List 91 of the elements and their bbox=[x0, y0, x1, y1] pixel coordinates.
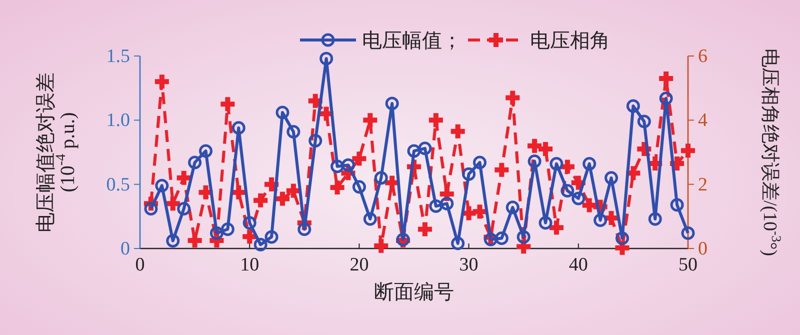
point bbox=[462, 167, 476, 181]
point bbox=[440, 196, 454, 210]
point bbox=[670, 198, 684, 212]
point bbox=[418, 222, 432, 236]
y2-tick-label: 2 bbox=[698, 174, 708, 196]
x-tick-label: 40 bbox=[568, 254, 588, 276]
x-tick-label: 20 bbox=[350, 254, 369, 276]
point bbox=[560, 184, 574, 198]
point bbox=[330, 180, 344, 195]
point bbox=[254, 193, 268, 208]
point bbox=[594, 214, 608, 228]
point bbox=[538, 216, 552, 230]
point bbox=[407, 144, 421, 158]
point bbox=[363, 212, 377, 226]
point bbox=[418, 142, 432, 156]
legend-label: 电压相角 bbox=[530, 30, 610, 52]
point bbox=[199, 144, 213, 158]
point bbox=[538, 142, 553, 156]
point bbox=[374, 171, 388, 185]
point bbox=[484, 232, 498, 246]
point bbox=[264, 230, 278, 244]
point bbox=[550, 157, 564, 171]
point bbox=[506, 90, 520, 105]
point bbox=[276, 106, 290, 120]
point bbox=[210, 226, 224, 240]
point bbox=[451, 236, 465, 250]
point bbox=[659, 71, 674, 86]
point bbox=[320, 52, 334, 66]
point bbox=[242, 216, 256, 230]
point bbox=[659, 92, 673, 106]
point bbox=[177, 202, 191, 216]
point bbox=[298, 222, 312, 236]
point bbox=[363, 113, 378, 128]
x-tick-label: 30 bbox=[459, 254, 478, 276]
point bbox=[560, 160, 574, 174]
x-tick-label: 0 bbox=[135, 254, 145, 276]
point bbox=[232, 121, 246, 135]
point bbox=[176, 170, 191, 185]
point bbox=[352, 152, 366, 166]
point bbox=[220, 222, 234, 236]
y2-tick-label: 6 bbox=[698, 46, 708, 67]
point bbox=[604, 171, 618, 185]
y-tick-label: 1.5 bbox=[106, 46, 130, 67]
point bbox=[472, 204, 487, 219]
point bbox=[429, 199, 443, 213]
point bbox=[549, 220, 564, 235]
point bbox=[681, 144, 695, 158]
point bbox=[473, 156, 487, 170]
y-tick-label: 0 bbox=[120, 238, 130, 260]
y2-tick-label: 4 bbox=[698, 110, 708, 132]
point bbox=[154, 74, 169, 89]
point bbox=[572, 192, 586, 206]
point bbox=[220, 97, 235, 112]
x-tick-label: 50 bbox=[678, 254, 698, 276]
point bbox=[648, 212, 662, 226]
point bbox=[528, 154, 542, 168]
point bbox=[242, 230, 257, 244]
point bbox=[166, 196, 180, 211]
point bbox=[188, 156, 202, 170]
point bbox=[275, 192, 290, 206]
point bbox=[637, 114, 651, 128]
point bbox=[626, 99, 640, 113]
point bbox=[352, 180, 366, 194]
point bbox=[286, 124, 300, 138]
point bbox=[188, 233, 202, 248]
point bbox=[516, 230, 530, 244]
point bbox=[494, 231, 508, 245]
point bbox=[286, 184, 300, 198]
point bbox=[428, 113, 443, 128]
point bbox=[308, 134, 322, 148]
y-tick-label: 1.0 bbox=[106, 110, 130, 132]
legend-label: 电压幅值； bbox=[362, 30, 462, 52]
x-axis-title: 断面编号 bbox=[374, 282, 454, 304]
point bbox=[506, 200, 520, 214]
point bbox=[374, 238, 388, 253]
y2-tick-label: 0 bbox=[698, 238, 708, 260]
point bbox=[330, 160, 344, 174]
point bbox=[341, 158, 355, 172]
point bbox=[528, 138, 542, 153]
point bbox=[582, 157, 596, 171]
point bbox=[615, 231, 629, 245]
point bbox=[681, 226, 695, 240]
point bbox=[144, 202, 158, 216]
point bbox=[450, 124, 465, 138]
x-tick-label: 10 bbox=[240, 254, 260, 276]
y-tick-label: 0.5 bbox=[106, 174, 130, 196]
point bbox=[155, 178, 169, 192]
point bbox=[254, 238, 268, 252]
point bbox=[166, 234, 180, 248]
point bbox=[494, 162, 509, 177]
point bbox=[385, 96, 399, 110]
